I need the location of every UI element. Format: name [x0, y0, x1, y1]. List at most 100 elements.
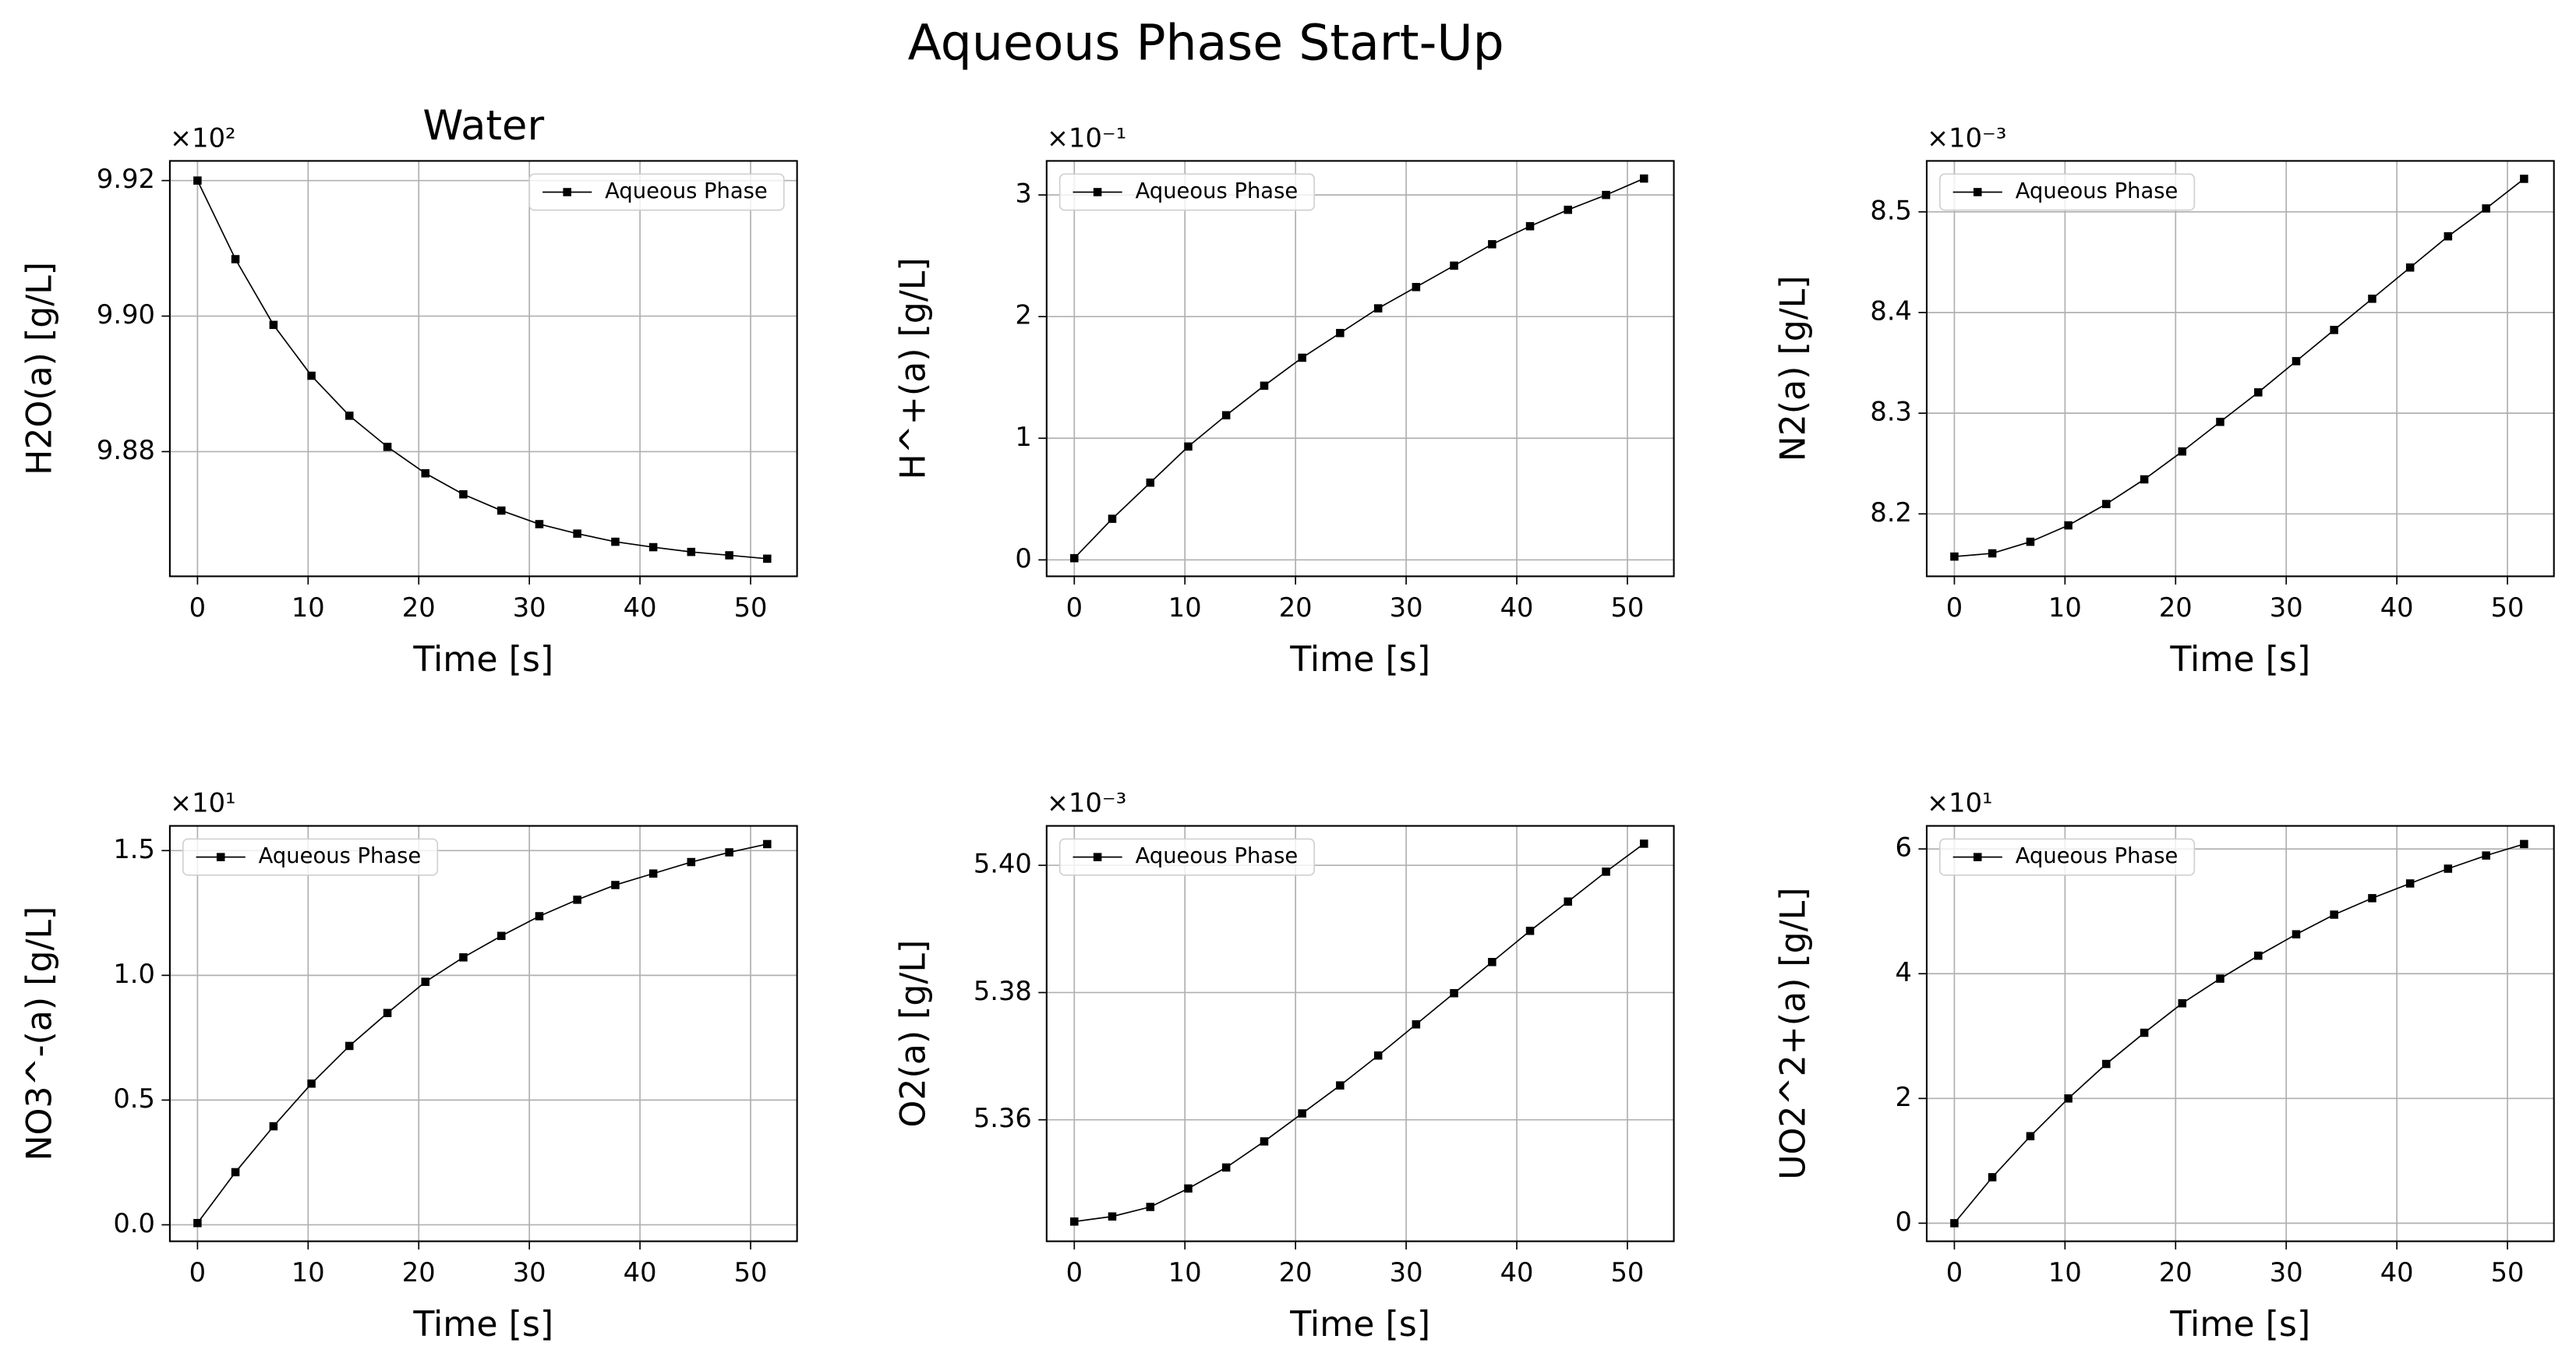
data-marker	[1146, 1203, 1155, 1211]
y-axis-label: N2(a) [g/L]	[1773, 275, 1813, 461]
data-marker	[2405, 879, 2415, 888]
data-marker	[231, 255, 240, 263]
data-marker	[307, 371, 316, 380]
data-marker	[1184, 442, 1193, 451]
y-tick-label: 9.92	[97, 164, 155, 194]
x-tick-label: 40	[2380, 1257, 2414, 1288]
data-marker	[1260, 1137, 1269, 1146]
data-line	[1074, 843, 1645, 1223]
figure-title: Aqueous Phase Start-Up	[908, 14, 1504, 72]
data-marker	[2064, 1094, 2072, 1103]
data-marker	[421, 468, 430, 478]
data-marker	[307, 1079, 316, 1088]
data-line	[196, 180, 768, 560]
subplot: 0 10 20 30 40 50 0 2 4 6 Time [s] UO2^2+(a) [g/L] ×1…	[1773, 788, 2555, 1344]
x-tick-label: 30	[2270, 1257, 2303, 1288]
data-marker	[611, 881, 620, 889]
x-tick-label: 0	[189, 1257, 206, 1288]
y-tick-label: 0.5	[113, 1083, 155, 1114]
y-tick-label: 1.0	[113, 959, 155, 989]
data-marker	[2443, 864, 2453, 873]
legend-marker	[216, 853, 225, 861]
data-marker	[2216, 974, 2224, 983]
subplot: 0 10 20 30 40 50 0 1 2 3 Time [s] H^+(a) [g/L] ×10⁻¹…	[893, 123, 1675, 680]
data-marker	[421, 977, 430, 986]
x-tick-label: 40	[1500, 592, 1534, 623]
y-tick-label: 5.40	[974, 849, 1032, 879]
offset-label: ×10²	[170, 123, 236, 154]
data-marker	[2368, 894, 2376, 903]
data-marker	[2026, 1132, 2035, 1141]
data-marker	[1298, 353, 1306, 362]
data-marker	[535, 912, 544, 920]
x-tick-label: 10	[1168, 592, 1202, 623]
axes-frame	[168, 825, 798, 1242]
data-marker	[2026, 537, 2035, 546]
x-axis-label: Time [s]	[2169, 1305, 2310, 1344]
data-marker	[725, 551, 733, 560]
x-tick-label: 0	[1066, 1257, 1083, 1288]
legend-label: Aqueous Phase	[1136, 844, 1299, 868]
data-marker	[1450, 989, 1458, 998]
legend-box	[1938, 838, 2196, 876]
x-tick-label: 10	[2048, 592, 2082, 623]
y-tick-label: 0.0	[113, 1208, 155, 1238]
data-marker	[193, 176, 202, 185]
legend-marker	[1974, 188, 1982, 196]
data-marker	[2520, 839, 2528, 849]
subplot: 0 10 20 30 40 50 8.2 8.3 8.4 8.5 Time [s] N2(a) [g/…	[1773, 123, 2555, 680]
data-marker	[1988, 549, 1997, 558]
axes-frame	[1045, 825, 1675, 1242]
data-marker	[1070, 1217, 1079, 1226]
x-tick-label: 30	[2270, 592, 2303, 623]
data-marker	[2292, 357, 2301, 366]
x-tick-label: 10	[292, 1257, 325, 1288]
data-marker	[1488, 958, 1496, 966]
legend-label: Aqueous Phase	[2016, 179, 2178, 203]
x-tick-label: 50	[1611, 592, 1645, 623]
data-marker	[1525, 221, 1535, 231]
data-marker	[1146, 478, 1155, 487]
data-marker	[763, 839, 772, 849]
x-tick-label: 50	[2491, 592, 2525, 623]
data-marker	[2405, 263, 2415, 272]
data-marker	[383, 1009, 392, 1017]
x-axis-label: Time [s]	[1289, 640, 1430, 680]
y-tick-label: 0	[1015, 543, 1031, 574]
data-marker	[2064, 521, 2072, 530]
data-marker	[2254, 388, 2263, 397]
offset-label: ×10⁻¹	[1047, 123, 1126, 154]
y-tick-label: 1	[1015, 422, 1031, 452]
x-tick-label: 20	[2159, 592, 2193, 623]
data-marker	[725, 848, 733, 857]
data-marker	[648, 869, 658, 878]
x-axis-label: Time [s]	[412, 640, 553, 680]
data-marker	[1488, 240, 1496, 249]
data-marker	[459, 489, 468, 499]
x-tick-label: 50	[734, 1257, 768, 1288]
x-tick-label: 0	[189, 592, 206, 623]
axes-frame	[1925, 825, 2555, 1242]
data-marker	[496, 931, 506, 941]
x-tick-label: 40	[624, 1257, 657, 1288]
data-marker	[1412, 283, 1421, 292]
data-line	[1954, 178, 2525, 557]
y-axis-label: O2(a) [g/L]	[893, 940, 933, 1128]
legend-marker	[1093, 853, 1102, 861]
legend-box	[1938, 173, 2196, 211]
x-tick-label: 20	[402, 1257, 436, 1288]
data-marker	[687, 547, 696, 557]
data-marker	[193, 1218, 202, 1228]
data-marker	[2140, 1028, 2149, 1037]
y-tick-label: 8.4	[1870, 295, 1912, 326]
legend-box	[1058, 173, 1316, 211]
legend-marker	[1974, 853, 1982, 861]
offset-label: ×10¹	[1927, 788, 1993, 818]
data-marker	[1525, 927, 1535, 935]
y-tick-label: 0	[1896, 1207, 1912, 1237]
y-tick-label: 8.2	[1870, 497, 1912, 528]
axes-frame	[168, 160, 798, 578]
axes-frame	[1925, 160, 2555, 578]
data-marker	[1450, 261, 1458, 270]
